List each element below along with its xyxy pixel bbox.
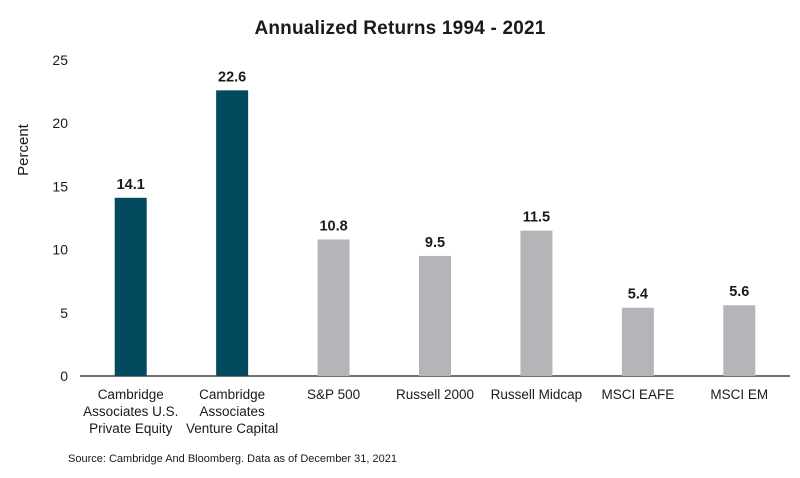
- y-tick-label: 5: [60, 305, 68, 321]
- data-label: 14.1: [117, 177, 145, 193]
- y-tick-label: 10: [52, 242, 68, 258]
- y-tick-label: 25: [52, 52, 68, 68]
- chart-title: Annualized Returns 1994 - 2021: [254, 18, 546, 39]
- bar: [723, 305, 756, 376]
- x-tick-label: Venture Capital: [186, 421, 278, 436]
- data-label: 11.5: [523, 210, 550, 226]
- y-tick-label: 0: [60, 368, 68, 384]
- bar: [216, 90, 249, 376]
- x-tick-label: Cambridge: [199, 387, 265, 402]
- x-tick-label: Russell Midcap: [491, 387, 583, 402]
- data-label: 9.5: [425, 235, 445, 251]
- x-tick-label: Cambridge: [98, 387, 164, 402]
- y-tick-label: 15: [52, 178, 68, 194]
- source-note: Source: Cambridge And Bloomberg. Data as…: [68, 453, 397, 465]
- bar: [317, 239, 350, 376]
- x-tick-label: MSCI EM: [710, 387, 768, 402]
- x-tick-label: S&P 500: [307, 387, 360, 402]
- bar: [114, 197, 147, 376]
- y-tick-label: 20: [52, 115, 68, 131]
- x-tick-label: Russell 2000: [396, 387, 474, 402]
- data-label: 22.6: [218, 69, 246, 85]
- bar: [520, 230, 553, 376]
- bar: [419, 255, 451, 376]
- x-tick-label: MSCI EAFE: [601, 387, 674, 402]
- data-label: 10.8: [319, 218, 347, 234]
- data-label: 5.4: [628, 287, 648, 303]
- x-tick-label: Private Equity: [89, 421, 173, 436]
- y-axis-label: Percent: [15, 123, 32, 176]
- data-label: 5.6: [729, 284, 749, 300]
- bar: [621, 307, 654, 376]
- x-tick-label: Associates U.S.: [83, 404, 178, 419]
- x-tick-label: Associates: [200, 404, 266, 419]
